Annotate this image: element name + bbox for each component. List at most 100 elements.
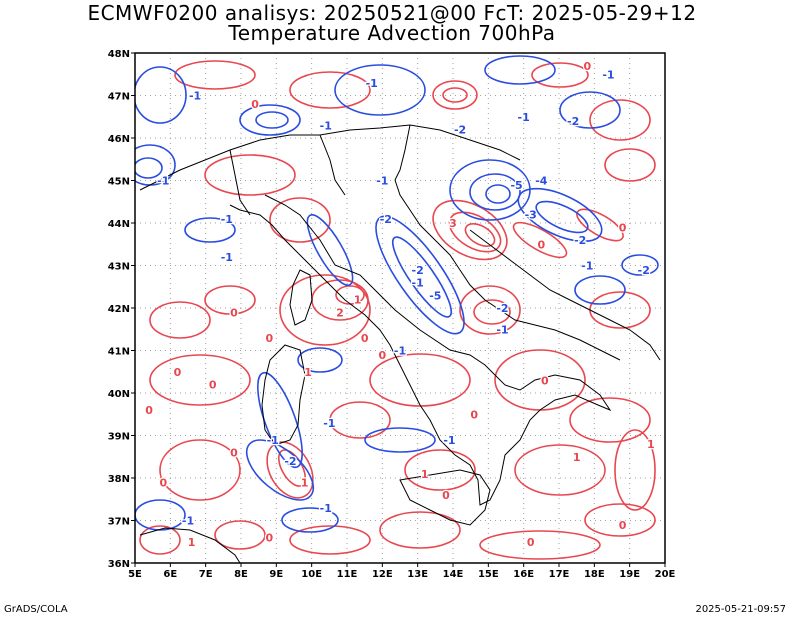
cold-contour <box>375 215 465 335</box>
cold-contour <box>239 104 301 136</box>
cold-contour <box>297 347 343 373</box>
italy-peninsula-coast <box>229 194 612 506</box>
coastline <box>139 124 661 563</box>
cold-contour <box>245 439 315 501</box>
cold-contour <box>334 64 426 116</box>
lat-tick-label: 47N <box>108 92 130 103</box>
contour-label: -2 <box>638 264 650 277</box>
contour-label: -2 <box>574 234 586 247</box>
cold-contour <box>559 91 621 129</box>
warm-contour <box>139 525 181 555</box>
contour-label: 0 <box>251 98 259 111</box>
contour-label: -1 <box>496 323 508 336</box>
lon-tick-label: 7E <box>199 569 213 580</box>
lat-tick-label: 40N <box>108 389 130 400</box>
latitude-labels: 36N 37N 38N 39N 40N 41N 42N 43N 44N 45N 46N 47N 48N <box>108 49 130 570</box>
cold-contour <box>469 173 521 211</box>
warm-contour <box>279 274 371 346</box>
warm-contour <box>174 60 256 90</box>
contour-label: 0 <box>619 221 627 234</box>
warm-contour <box>289 71 371 109</box>
lon-tick-label: 17E <box>549 569 570 580</box>
adriatic-coast <box>394 179 621 361</box>
contour-label: -5 <box>510 179 522 192</box>
contour-label: -1 <box>394 345 406 358</box>
lon-tick-label: 18E <box>584 569 605 580</box>
contour-label: -3 <box>525 209 537 222</box>
lat-tick-label: 39N <box>108 432 130 443</box>
lat-tick-label: 45N <box>108 177 130 188</box>
corsica-coast <box>289 269 313 326</box>
cold-contour <box>135 157 163 179</box>
lon-tick-label: 13E <box>407 569 428 580</box>
contour-label: 1 <box>354 294 362 307</box>
contour-label: 0 <box>159 476 167 489</box>
cold-contour <box>391 236 453 318</box>
cold-contour <box>574 275 626 305</box>
warm-contour <box>404 449 476 491</box>
warm-contour <box>149 354 251 406</box>
lat-tick-label: 43N <box>108 262 130 273</box>
contour-label: -1 <box>602 68 614 81</box>
lat-tick-label: 38N <box>108 474 130 485</box>
contour-label: 0 <box>174 366 182 379</box>
cold-contour <box>306 214 354 286</box>
warm-contour <box>464 223 496 247</box>
contour-label: 0 <box>361 332 369 345</box>
warm-contour <box>204 154 296 196</box>
warm-contour <box>614 429 656 511</box>
lon-tick-label: 8E <box>234 569 248 580</box>
warm-contour <box>479 530 601 560</box>
contour-label: 0 <box>379 349 387 362</box>
contour-label: 0 <box>470 408 478 421</box>
cold-contour <box>485 184 511 204</box>
lon-tick-label: 12E <box>372 569 393 580</box>
tick-marks <box>131 52 666 567</box>
warm-contour <box>159 439 241 501</box>
contour-label: 0 <box>541 374 549 387</box>
warm-contour <box>214 520 266 550</box>
lat-tick-label: 46N <box>108 134 130 145</box>
lon-tick-label: 11E <box>337 569 358 580</box>
contour-label: -2 <box>284 455 296 468</box>
contour-label: 0 <box>209 379 217 392</box>
contour-label: 0 <box>538 238 546 251</box>
cold-contour <box>484 55 556 85</box>
contour-label: 0 <box>230 447 238 460</box>
contour-label: 0 <box>265 332 273 345</box>
cold-contour <box>281 507 339 533</box>
contour-label: 2 <box>336 306 344 319</box>
contour-label: -2 <box>454 124 466 137</box>
lat-tick-label: 42N <box>108 304 130 315</box>
contour-label: 1 <box>647 438 655 451</box>
contour-label: 3 <box>449 217 457 230</box>
contour-label: -1 <box>443 434 455 447</box>
lat-tick-label: 44N <box>108 219 130 230</box>
lon-tick-label: 14E <box>443 569 464 580</box>
cold-contour <box>621 254 659 276</box>
contour-labels: 0-1-1-1-1-2-1 -20-1-1-1-10-2 3-5 -4-30 -20-2… <box>144 59 656 551</box>
lat-tick-label: 48N <box>108 49 130 60</box>
warm-contour <box>531 62 589 88</box>
warm-contour <box>204 285 256 315</box>
contour-label: -1 <box>376 175 388 188</box>
lon-tick-label: 6E <box>163 569 177 580</box>
contour-label: 0 <box>265 532 273 545</box>
warm-contour <box>379 511 461 549</box>
contour-label: -1 <box>221 213 233 226</box>
cold-contour <box>449 159 531 221</box>
cold-contour <box>257 371 303 469</box>
contour-label: 1 <box>573 451 581 464</box>
contour-label: -2 <box>412 264 424 277</box>
warm-contour <box>473 299 511 325</box>
contour-label: -1 <box>323 417 335 430</box>
tunisia-coast <box>139 527 241 563</box>
contour-label: 0 <box>230 306 238 319</box>
lon-tick-label: 20E <box>655 569 676 580</box>
balkan-coast <box>469 229 661 361</box>
lat-tick-label: 41N <box>108 347 130 358</box>
contour-label: -1 <box>320 119 332 132</box>
warm-contour <box>442 87 468 103</box>
contour-label: -1 <box>157 175 169 188</box>
